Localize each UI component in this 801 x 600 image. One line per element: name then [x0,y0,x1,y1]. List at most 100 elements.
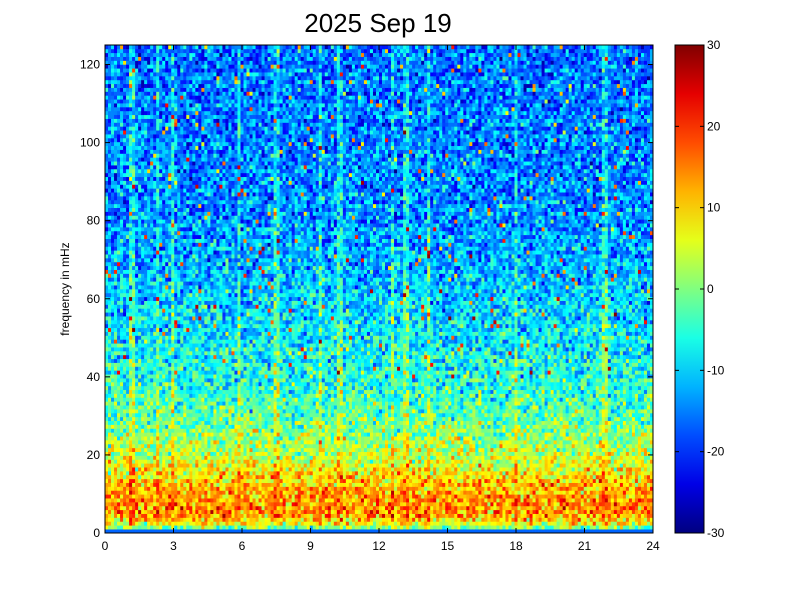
heatmap-cell [114,188,118,193]
heatmap-cell [105,153,109,158]
heatmap-cell [156,250,160,255]
heatmap-cell [147,482,151,487]
heatmap-cell [108,416,112,422]
heatmap-cell [144,312,148,317]
heatmap-cell [204,323,208,329]
heatmap-cell [168,490,172,495]
heatmap-cell [177,300,181,305]
heatmap-cell [132,230,136,236]
heatmap-cell [147,250,151,255]
heatmap-cell [171,75,175,81]
heatmap-cell [201,269,205,274]
heatmap-cell [195,525,199,530]
heatmap-cell [111,172,115,178]
heatmap-cell [162,381,166,387]
heatmap-cell [156,215,160,220]
heatmap-cell [156,242,160,247]
heatmap-cell [114,362,118,367]
heatmap-cell [198,323,202,329]
heatmap-cell [207,405,211,410]
heatmap-cell [186,471,190,476]
heatmap-cell [192,494,196,499]
heatmap-cell [213,52,217,57]
heatmap-cell [213,203,217,209]
heatmap-cell [129,141,133,147]
heatmap-cell [165,203,169,209]
heatmap-cell [171,354,175,360]
heatmap-cell [198,432,202,437]
heatmap-cell [189,72,193,77]
heatmap-cell [111,451,115,456]
heatmap-cell [210,300,214,305]
heatmap-cell [174,312,178,317]
heatmap-cell [183,192,187,197]
heatmap-cell [138,242,142,247]
heatmap-cell [144,277,148,282]
heatmap-cell [201,52,205,57]
heatmap-cell [219,234,223,239]
heatmap-cell [174,292,178,298]
heatmap-cell [165,285,169,290]
heatmap-cell [192,463,196,468]
heatmap-cell [168,192,172,197]
heatmap-cell [204,48,208,54]
heatmap-cell [213,137,217,143]
heatmap-cell [132,238,136,243]
heatmap-cell [198,242,202,247]
heatmap-cell [192,95,196,100]
heatmap-cell [147,277,151,282]
heatmap-cell [207,64,211,69]
heatmap-cell [186,405,190,410]
heatmap-cell [192,428,196,433]
heatmap-cell [168,285,172,290]
heatmap-cell [174,471,178,476]
heatmap-cell [150,234,154,239]
heatmap-cell [105,486,109,491]
heatmap-cell [168,277,172,282]
heatmap-cell [111,250,115,255]
heatmap-cell [153,269,157,274]
heatmap-cell [177,269,181,274]
heatmap-cell [150,343,154,348]
heatmap-cell [129,420,133,425]
heatmap-cell [123,370,127,375]
heatmap-cell [213,95,217,100]
heatmap-cell [168,459,172,464]
heatmap-cell [150,250,154,255]
heatmap-cell [132,68,136,73]
heatmap-cell [189,397,193,402]
heatmap-cell [153,192,157,197]
heatmap-cell [105,498,109,503]
heatmap-cell [186,230,190,236]
heatmap-cell [192,350,196,356]
heatmap-cell [180,347,184,352]
heatmap-cell [210,401,214,406]
heatmap-cell [156,502,160,507]
heatmap-cell [159,316,163,321]
heatmap-cell [165,165,169,170]
heatmap-cell [174,48,178,54]
heatmap-cell [216,188,220,193]
heatmap-cell [198,304,202,309]
heatmap-cell [153,75,157,81]
heatmap-cell [120,331,124,336]
heatmap-cell [111,238,115,243]
heatmap-cell [123,327,127,332]
heatmap-cell [198,424,202,429]
heatmap-cell [123,196,127,201]
heatmap-cell [195,304,199,309]
heatmap-cell [204,184,208,189]
heatmap-cell [195,227,199,232]
heatmap-cell [117,227,121,232]
heatmap-cell [216,447,220,453]
heatmap-cell [213,103,217,108]
heatmap-cell [117,389,121,394]
heatmap-cell [207,168,211,174]
heatmap-cell [171,227,175,232]
heatmap-cell [189,289,193,294]
heatmap-cell [177,215,181,220]
heatmap-cell [159,405,163,410]
heatmap-cell [177,60,181,65]
heatmap-cell [192,420,196,425]
heatmap-cell [111,378,115,383]
